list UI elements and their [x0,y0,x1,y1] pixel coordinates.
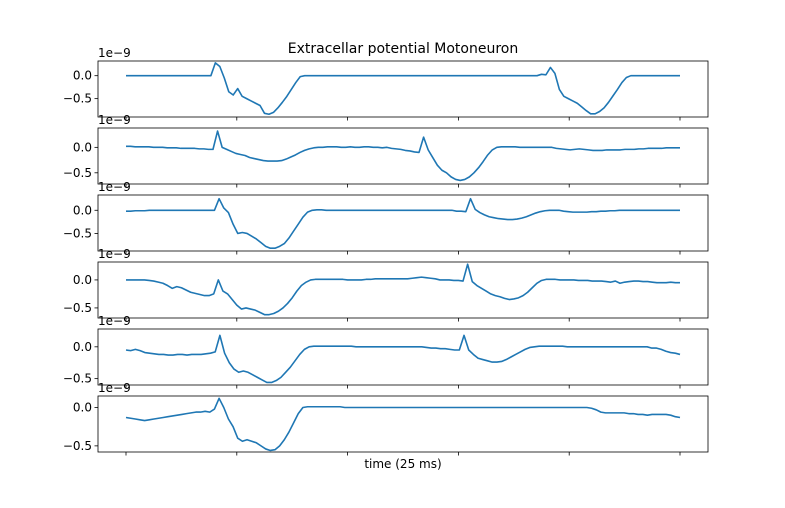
y-tick-label: 0.0 [73,273,92,287]
y-tick-label: 0.0 [73,69,92,83]
chart-title: Extracellar potential Motoneuron [288,41,519,57]
y-tick-label: −0.5 [63,301,92,315]
panel-5: 0.0 −0.5 1e−9 [63,314,709,389]
series-line [126,263,680,316]
x-axis-label: time (25 ms) [364,457,441,471]
series-line [126,130,680,182]
panel-3: 0.0 −0.5 1e−9 [63,180,709,255]
panel-frame [97,194,709,252]
series-line [125,397,681,452]
panel-frame [97,328,709,386]
y-tick-label: −0.5 [63,92,92,106]
series-line [126,62,680,116]
panel-frame [97,127,709,185]
offset-label: 1e−9 [98,46,131,60]
panel-6: 0.0 −0.5 1e−9 [63,381,709,456]
series-line [126,197,680,250]
y-tick-label: 0.0 [73,401,92,415]
panels-container: 0.0 −0.5 1e−9 0.0 −0.5 1e−9 0.0 −0.5 1e−9 0.0 −0.5… [63,46,709,456]
y-tick-label: 0.0 [73,340,92,354]
offset-label: 1e−9 [98,247,131,261]
y-tick-label: −0.5 [63,226,92,240]
panel-frame [97,60,709,118]
panel-1: 0.0 −0.5 1e−9 [63,46,709,121]
panel-2: 0.0 −0.5 1e−9 [63,113,709,188]
panel-4: 0.0 −0.5 1e−9 [63,247,709,322]
offset-label: 1e−9 [98,381,131,395]
y-tick-label: −0.5 [63,166,92,180]
y-tick-label: −0.5 [63,439,92,453]
offset-label: 1e−9 [98,113,131,127]
y-tick-label: 0.0 [73,140,92,154]
offset-label: 1e−9 [98,314,131,328]
offset-label: 1e−9 [98,180,131,194]
panel-frame [97,261,709,319]
series-line [125,334,681,384]
panel-frame [97,395,709,453]
y-tick-label: −0.5 [63,372,92,386]
y-tick-label: 0.0 [73,203,92,217]
